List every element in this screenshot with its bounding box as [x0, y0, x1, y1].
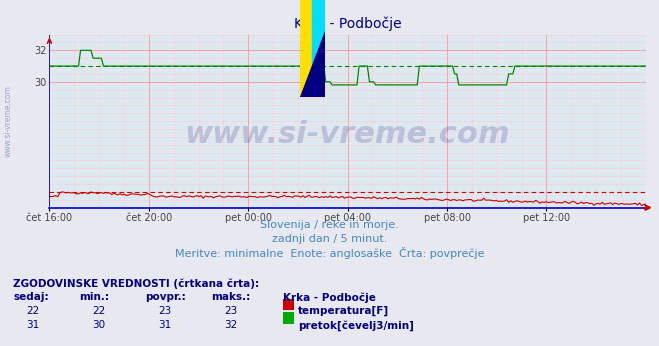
Text: www.si-vreme.com: www.si-vreme.com [185, 120, 511, 149]
Text: sedaj:: sedaj: [13, 292, 49, 302]
Text: Meritve: minimalne  Enote: anglosaške  Črta: povprečje: Meritve: minimalne Enote: anglosaške Črt… [175, 247, 484, 260]
Text: min.:: min.: [79, 292, 109, 302]
Text: www.si-vreme.com: www.si-vreme.com [3, 85, 13, 157]
Bar [300, 0, 312, 97]
Text: temperatura[F]: temperatura[F] [298, 306, 389, 317]
Text: povpr.:: povpr.: [145, 292, 186, 302]
Text: pretok[čevelj3/min]: pretok[čevelj3/min] [298, 320, 414, 331]
Text: 31: 31 [26, 320, 40, 330]
Text: zadnji dan / 5 minut.: zadnji dan / 5 minut. [272, 234, 387, 244]
Title: Krka - Podbočje: Krka - Podbočje [294, 16, 401, 31]
Text: 31: 31 [158, 320, 171, 330]
Text: maks.:: maks.: [211, 292, 250, 302]
Text: 23: 23 [224, 306, 237, 316]
Text: 30: 30 [92, 320, 105, 330]
Bar [312, 0, 325, 97]
Text: Slovenija / reke in morje.: Slovenija / reke in morje. [260, 220, 399, 230]
Text: Krka - Podbočje: Krka - Podbočje [283, 292, 376, 303]
Text: 23: 23 [158, 306, 171, 316]
Text: 32: 32 [224, 320, 237, 330]
Polygon shape [300, 31, 325, 97]
Text: 22: 22 [26, 306, 40, 316]
Text: 22: 22 [92, 306, 105, 316]
Text: ZGODOVINSKE VREDNOSTI (črtkana črta):: ZGODOVINSKE VREDNOSTI (črtkana črta): [13, 279, 259, 289]
